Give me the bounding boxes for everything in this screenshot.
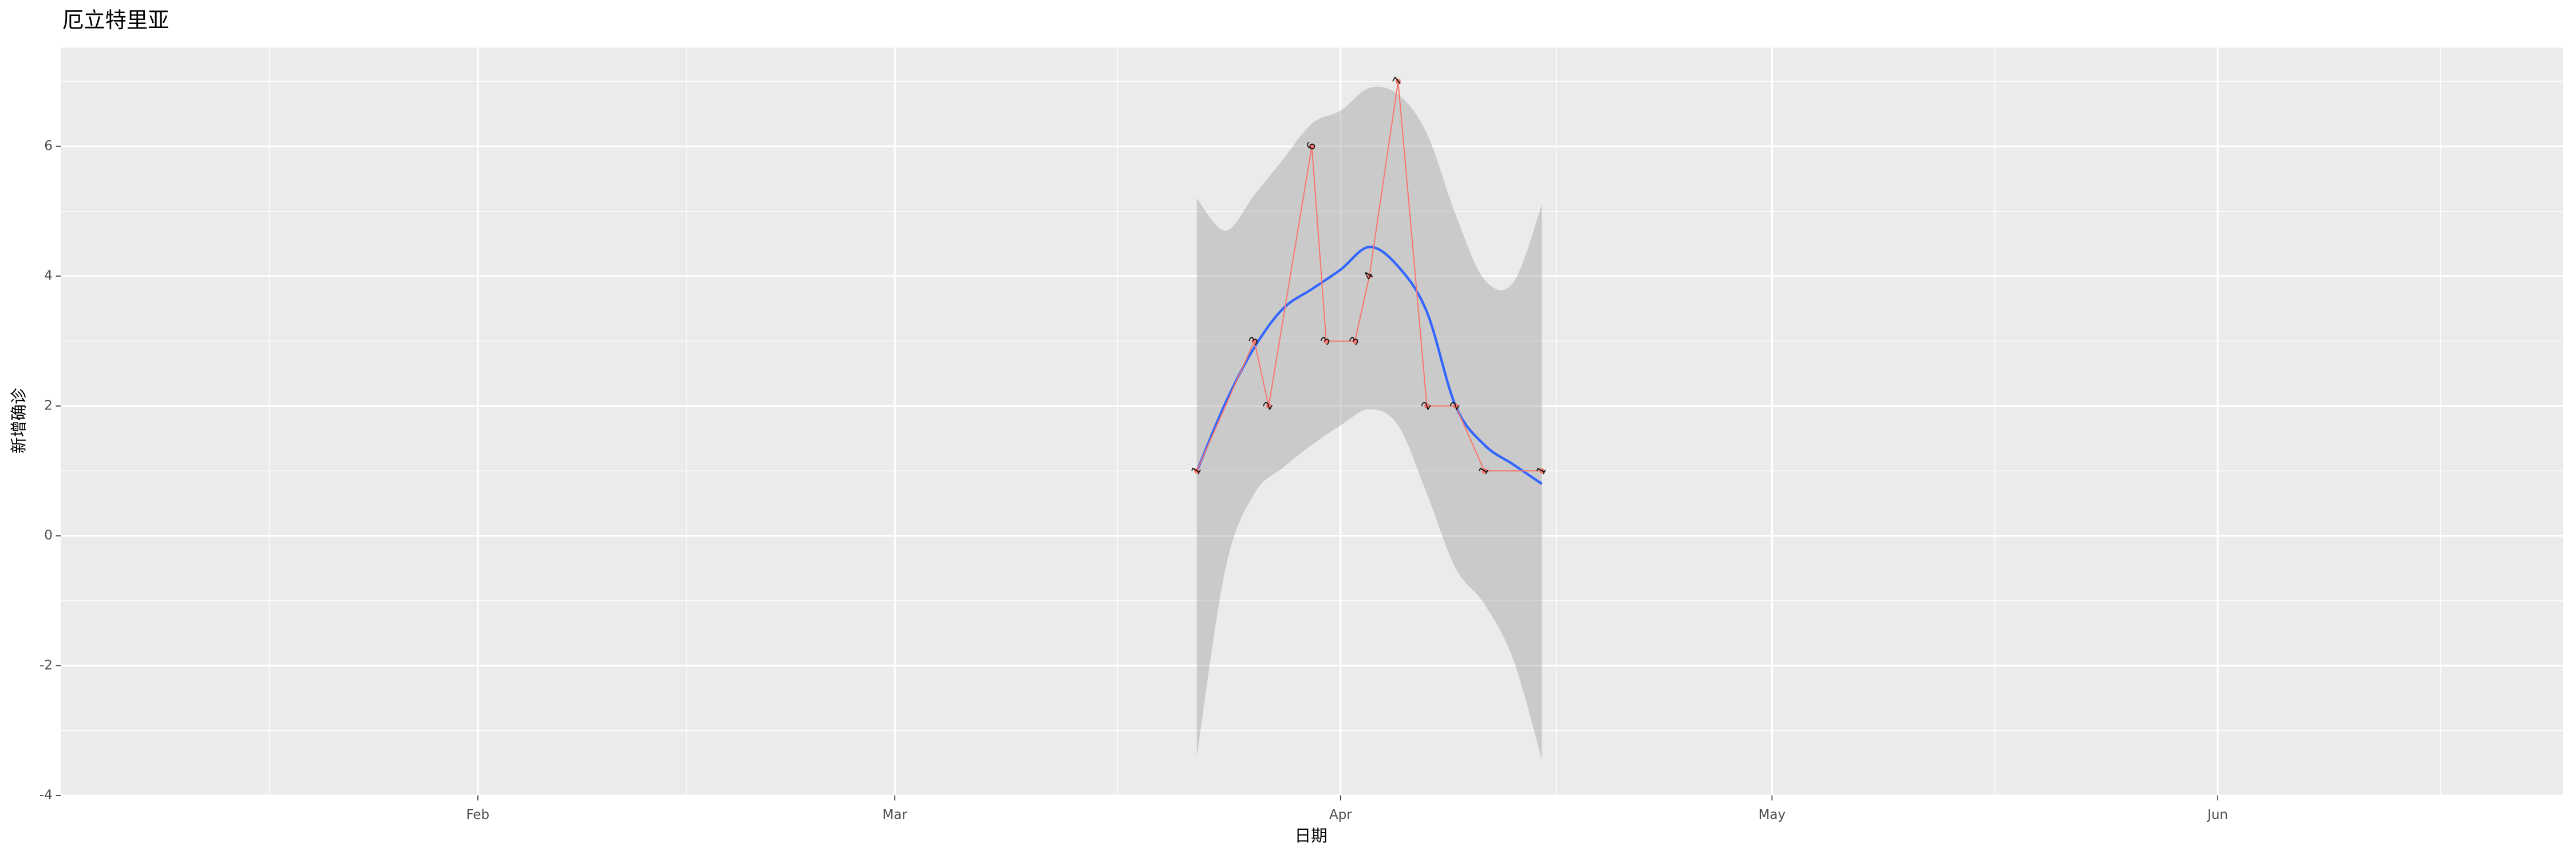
data-point (1453, 403, 1459, 409)
chart-title: 厄立特里亚 (62, 7, 169, 33)
data-point (1251, 338, 1257, 344)
y-tick-label: -2 (39, 658, 53, 673)
data-point (1309, 143, 1315, 149)
x-tick-label: Jun (2206, 807, 2228, 822)
data-point (1424, 403, 1430, 409)
x-tick-label: Mar (883, 807, 908, 822)
data-point (1481, 468, 1487, 474)
y-tick-label: 4 (44, 269, 53, 283)
y-tick-label: 6 (44, 139, 53, 153)
x-tick-label: Feb (466, 807, 489, 822)
data-line (1196, 81, 1542, 472)
confidence-band (1196, 86, 1542, 760)
data-point (1352, 338, 1358, 344)
data-point (1366, 273, 1372, 279)
data-point (1395, 78, 1401, 84)
y-axis-label: 新增确诊 (9, 388, 28, 454)
x-tick-label: May (1759, 807, 1785, 822)
data-point (1194, 468, 1200, 474)
x-tick-label: Apr (1329, 807, 1352, 822)
x-axis-label: 日期 (1294, 826, 1327, 845)
data-point (1539, 468, 1545, 474)
y-tick-label: 0 (44, 528, 53, 543)
smooth-line (1195, 246, 1543, 485)
y-tick-label: 2 (44, 398, 53, 413)
data-point (1266, 403, 1271, 409)
data-point (1323, 338, 1329, 344)
y-tick-label: -4 (39, 788, 53, 803)
